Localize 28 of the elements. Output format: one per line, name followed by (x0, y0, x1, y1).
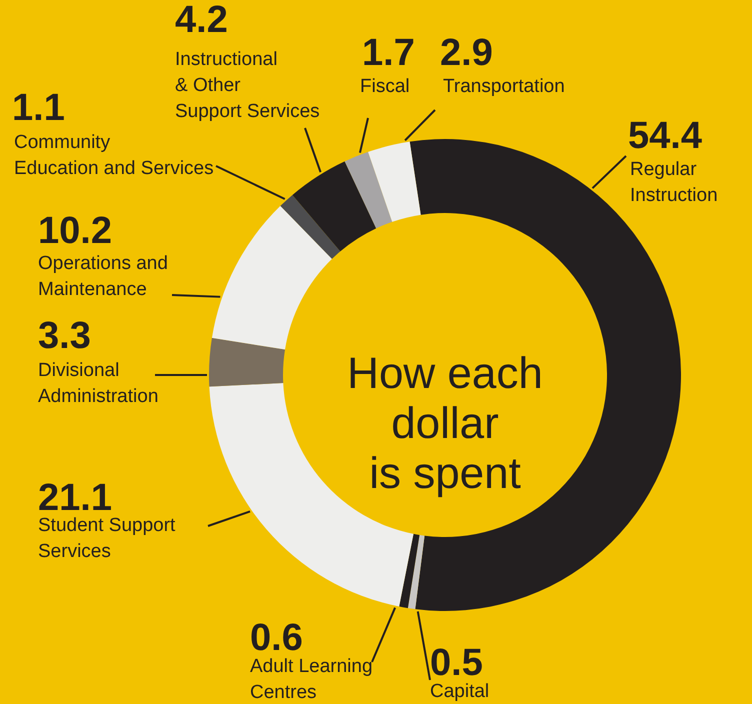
slice-label: Community Education and Services (14, 132, 214, 179)
slice-label: Capital (430, 681, 490, 702)
slice-label: Operations and Maintenance (38, 253, 168, 300)
slice-label: Divisional Administration (38, 360, 158, 407)
donut-slice (292, 161, 376, 252)
text: How each dollar is spent (347, 349, 543, 498)
data-label: 2.9 (440, 32, 493, 74)
donut-slice (408, 534, 425, 610)
data-label: 4.2 (175, 0, 228, 41)
data-label: 10.2 (38, 210, 112, 252)
data-label: 1.7 (362, 32, 415, 74)
donut-slice (209, 338, 286, 387)
donut-slice (344, 152, 392, 228)
slice-label: Instructional & Other Support Services (175, 49, 320, 122)
slice-label: Fiscal (360, 76, 410, 97)
data-label: 54.4 (628, 115, 702, 157)
donut-slice (368, 142, 421, 222)
data-label: 1.1 (12, 87, 65, 129)
data-label: 0.6 (250, 617, 303, 659)
data-label: 0.5 (430, 642, 483, 684)
donut-slice (212, 206, 332, 350)
donut-slice (399, 534, 420, 608)
donut-slice (280, 194, 340, 259)
slice-label: Transportation (443, 76, 565, 97)
slice-label: Adult Learning Centres (250, 656, 373, 703)
slice-label: Student Support Services (38, 515, 176, 562)
data-label: 3.3 (38, 315, 91, 357)
slice-label: Regular Instruction (630, 159, 718, 206)
